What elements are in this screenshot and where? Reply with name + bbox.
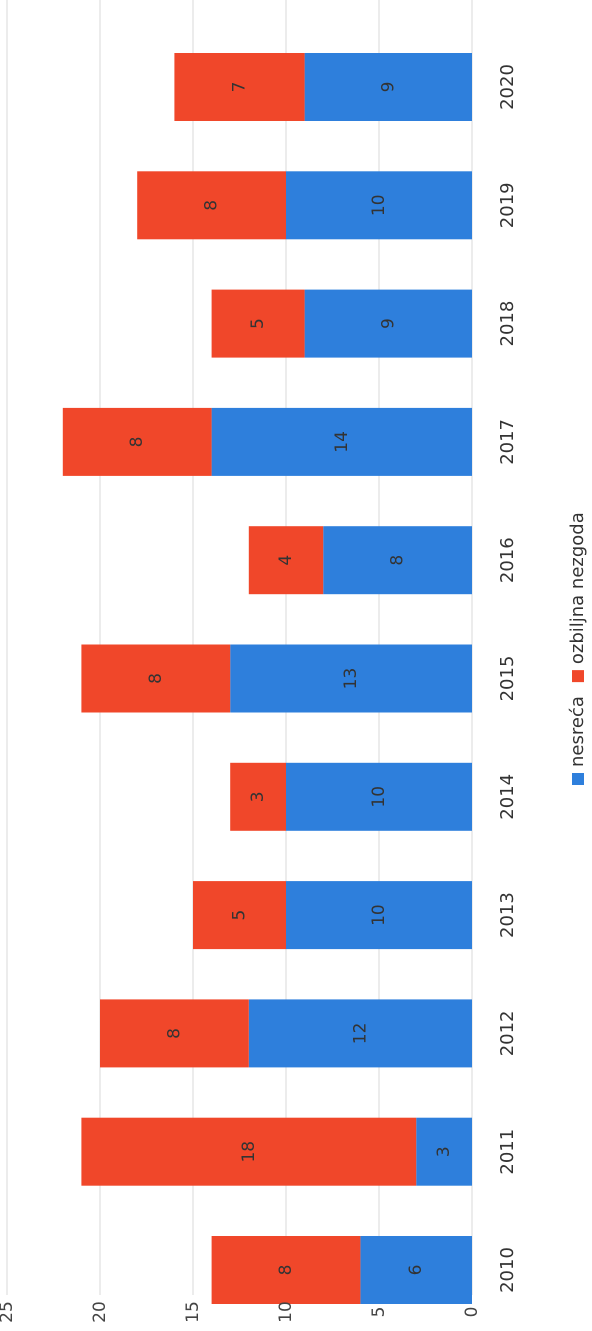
data-label-2012-series-2: 8: [164, 1028, 184, 1039]
data-label-2020-series-1: 9: [378, 82, 398, 93]
bar-2011-series-1: [416, 1117, 472, 1186]
data-label-2017-series-1: 14: [332, 431, 352, 453]
legend-label-2: ozbiljna nezgoda: [567, 512, 588, 664]
bar-2019-series-2: [137, 171, 286, 240]
data-label-2018-series-1: 9: [378, 318, 398, 329]
y-tick-label: 5: [369, 1307, 389, 1318]
bar-2020-series-1: [304, 53, 472, 121]
category-label-2016: 2016: [497, 537, 518, 583]
bar-2013-series-1: [286, 881, 472, 950]
data-label-2011-series-1: 3: [434, 1146, 454, 1157]
bar-2020-series-2: [174, 53, 305, 121]
data-label-2014-series-2: 3: [248, 791, 268, 802]
y-tick-label: 25: [0, 1301, 17, 1323]
data-label-2010-series-1: 6: [406, 1265, 426, 1276]
bar-2018-series-1: [304, 289, 472, 358]
data-label-2011-series-2: 18: [239, 1141, 259, 1163]
category-label-2020: 2020: [497, 64, 518, 110]
data-label-2013-series-2: 5: [230, 910, 250, 921]
bar-2014-series-1: [286, 762, 472, 831]
category-label-2019: 2019: [497, 182, 518, 228]
data-label-2015-series-2: 8: [146, 673, 166, 684]
data-label-2014-series-1: 10: [369, 786, 389, 808]
data-label-2019-series-1: 10: [369, 194, 389, 216]
data-label-2010-series-2: 8: [276, 1265, 296, 1276]
bar-2010-series-1: [360, 1236, 472, 1304]
category-label-2015: 2015: [497, 656, 518, 702]
y-tick-label: 20: [90, 1301, 110, 1323]
category-label-2017: 2017: [497, 419, 518, 465]
legend-label-1: nesreća: [567, 696, 588, 767]
legend-swatch-1: [572, 773, 584, 785]
category-label-2014: 2014: [497, 774, 518, 820]
legend-swatch-2: [572, 670, 584, 683]
category-label-2012: 2012: [497, 1010, 518, 1056]
y-tick-label: 0: [462, 1307, 482, 1318]
bar-2019-series-1: [286, 171, 472, 240]
bar-2016-series-2: [248, 526, 324, 595]
bar-2013-series-2: [193, 881, 286, 950]
y-tick-label: 10: [276, 1301, 296, 1323]
data-label-2013-series-1: 10: [369, 904, 389, 926]
labels: 0 5 10 15 20 25 6 8 2010 3 18 2011 12 8 2012 10 5 2013 10 3…: [0, 64, 518, 1323]
bar-2010-series-2: [211, 1236, 361, 1304]
bars: [62, 53, 472, 1304]
data-label-2018-series-2: 5: [248, 318, 268, 329]
data-label-2016-series-1: 8: [388, 555, 408, 566]
bar-2018-series-2: [211, 289, 305, 358]
data-label-2019-series-2: 8: [202, 200, 222, 211]
data-label-2017-series-2: 8: [127, 436, 147, 447]
bar-2017-series-1: [211, 407, 472, 476]
bar-2014-series-2: [230, 762, 286, 831]
bar-2015-series-1: [230, 644, 472, 713]
legend: nesreća ozbiljna nezgoda: [567, 512, 588, 785]
y-tick-label: 15: [183, 1301, 203, 1323]
category-label-2013: 2013: [497, 892, 518, 938]
data-label-2012-series-1: 12: [350, 1023, 370, 1045]
bar-2015-series-2: [81, 644, 231, 713]
data-label-2015-series-1: 13: [341, 668, 361, 690]
bar-2012-series-2: [100, 999, 249, 1068]
bar-2016-series-1: [323, 526, 472, 595]
category-label-2018: 2018: [497, 301, 518, 347]
bar-2017-series-2: [62, 407, 212, 476]
category-label-2010: 2010: [497, 1247, 518, 1293]
data-label-2020-series-2: 7: [230, 82, 250, 93]
category-label-2011: 2011: [497, 1129, 518, 1175]
bar-2011-series-2: [81, 1117, 417, 1186]
bar-2012-series-1: [248, 999, 472, 1068]
data-label-2016-series-2: 4: [276, 555, 296, 566]
